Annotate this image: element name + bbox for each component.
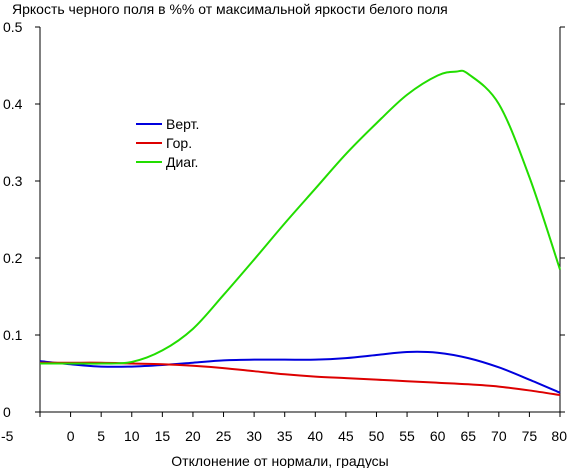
y-tick-label: 0.3 xyxy=(3,173,23,189)
y-tick-label: 0.1 xyxy=(3,327,23,343)
x-tick-label: 25 xyxy=(216,428,232,444)
x-tick-label: 60 xyxy=(430,428,446,444)
series-lines xyxy=(39,69,561,397)
x-tick-label: 45 xyxy=(338,428,354,444)
plot-frame xyxy=(39,27,561,413)
x-tick-label: 30 xyxy=(246,428,262,444)
y-tick-label: 0 xyxy=(3,404,11,420)
y-tick-label: 0.2 xyxy=(3,250,23,266)
x-tick-label: 40 xyxy=(308,428,324,444)
x-tick-label: 70 xyxy=(491,428,507,444)
y-tick-label: 0.5 xyxy=(3,19,23,35)
x-tick-label: 65 xyxy=(460,428,476,444)
y-tick-label: 0.4 xyxy=(3,96,23,112)
x-tick-label: 55 xyxy=(399,428,415,444)
x-tick-label: -5 xyxy=(1,428,14,444)
x-tick-label: 50 xyxy=(369,428,385,444)
legend-label-1: Гор. xyxy=(166,135,192,151)
x-tick-label: 0 xyxy=(67,428,75,444)
legend-label-2: Диаг. xyxy=(166,154,198,170)
x-axis-label: Отклонение от нормали, градусы xyxy=(171,453,388,468)
x-tick-label: 5 xyxy=(97,428,105,444)
y-axis-ticks: 0 0.1 0.2 0.3 0.4 0.5 xyxy=(3,19,565,420)
legend: Верт. Гор. Диаг. xyxy=(136,116,199,170)
chart-title: Яркость черного поля в %% от максимально… xyxy=(12,1,448,17)
x-tick-label: 80 xyxy=(551,428,567,444)
x-axis-ticks: -5 0 5 10 15 20 25 30 35 40 45 50 55 60 65 70 75 80 xyxy=(1,412,567,444)
x-tick-label: 10 xyxy=(124,428,140,444)
series-line-0 xyxy=(39,350,561,394)
x-tick-label: 35 xyxy=(277,428,293,444)
x-tick-label: 75 xyxy=(522,428,538,444)
series-line-2 xyxy=(39,69,561,365)
x-tick-label: 15 xyxy=(155,428,171,444)
legend-label-0: Верт. xyxy=(166,116,199,132)
x-tick-label: 20 xyxy=(185,428,201,444)
